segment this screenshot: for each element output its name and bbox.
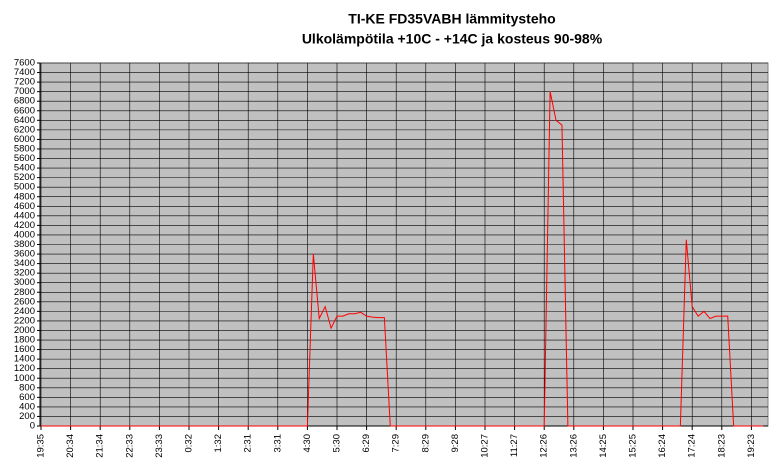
y-tick-label: 5000 bbox=[14, 182, 35, 193]
x-tick-label: 16:24 bbox=[657, 434, 668, 458]
chart-title: TI-KE FD35VABH lämmitysteho bbox=[348, 11, 555, 27]
y-tick-label: 3200 bbox=[14, 268, 35, 279]
y-tick-label: 6800 bbox=[14, 96, 35, 107]
y-tick-label: 7200 bbox=[14, 77, 35, 88]
x-tick-label: 10:27 bbox=[480, 434, 491, 458]
y-tick-label: 2000 bbox=[14, 325, 35, 336]
y-tick-label: 5200 bbox=[14, 172, 35, 183]
y-tick-label: 4200 bbox=[14, 220, 35, 231]
y-tick-label: 2800 bbox=[14, 287, 35, 298]
y-tick-label: 6400 bbox=[14, 115, 35, 126]
y-tick-label: 3000 bbox=[14, 277, 35, 288]
y-tick-label: 6200 bbox=[14, 124, 35, 135]
x-tick-label: 4:30 bbox=[302, 434, 313, 453]
y-tick-label: 6000 bbox=[14, 134, 35, 145]
y-tick-label: 2200 bbox=[14, 315, 35, 326]
y-tick-label: 4000 bbox=[14, 229, 35, 240]
x-tick-label: 12:26 bbox=[539, 434, 550, 458]
y-tick-label: 3400 bbox=[14, 258, 35, 269]
chart-subtitle: Ulkolämpötila +10C - +14C ja kosteus 90-… bbox=[302, 31, 603, 47]
y-tick-label: 2400 bbox=[14, 306, 35, 317]
x-tick-label: 1:32 bbox=[213, 434, 224, 453]
y-tick-label: 7400 bbox=[14, 67, 35, 78]
x-tick-label: 7:29 bbox=[391, 434, 402, 453]
x-tick-label: 2:31 bbox=[243, 434, 254, 453]
x-tick-label: 19:35 bbox=[36, 434, 47, 458]
y-tick-label: 4800 bbox=[14, 191, 35, 202]
x-tick-label: 5:30 bbox=[332, 434, 343, 453]
x-tick-label: 13:26 bbox=[568, 434, 579, 458]
x-tick-label: 21:34 bbox=[95, 434, 106, 458]
y-tick-label: 1600 bbox=[14, 344, 35, 355]
x-tick-label: 20:34 bbox=[65, 434, 76, 458]
y-tick-label: 0 bbox=[30, 421, 35, 432]
x-tick-label: 11:27 bbox=[509, 434, 520, 457]
y-tick-label: 1000 bbox=[14, 373, 35, 384]
x-tick-label: 14:25 bbox=[598, 434, 609, 458]
y-tick-label: 2600 bbox=[14, 296, 35, 307]
x-tick-label: 0:32 bbox=[184, 434, 195, 453]
y-tick-label: 7600 bbox=[14, 58, 35, 69]
y-tick-label: 1200 bbox=[14, 363, 35, 374]
y-tick-label: 1800 bbox=[14, 335, 35, 346]
y-tick-label: 5600 bbox=[14, 153, 35, 164]
x-tick-label: 6:29 bbox=[361, 434, 372, 453]
x-tick-label: 3:31 bbox=[272, 434, 283, 453]
y-tick-label: 5800 bbox=[14, 143, 35, 154]
y-tick-label: 7000 bbox=[14, 86, 35, 97]
x-tick-label: 18:23 bbox=[716, 434, 727, 458]
y-tick-label: 3800 bbox=[14, 239, 35, 250]
x-tick-label: 22:33 bbox=[124, 434, 135, 458]
y-tick-label: 3600 bbox=[14, 249, 35, 260]
x-tick-label: 17:24 bbox=[687, 434, 698, 458]
x-tick-label: 15:25 bbox=[628, 434, 639, 458]
y-tick-label: 800 bbox=[19, 382, 35, 393]
y-tick-label: 4400 bbox=[14, 210, 35, 221]
data-line bbox=[41, 91, 764, 427]
y-tick-label: 1400 bbox=[14, 354, 35, 365]
x-tick-label: 9:28 bbox=[450, 434, 461, 453]
y-tick-label: 600 bbox=[19, 392, 35, 403]
x-tick-label: 19:23 bbox=[746, 434, 757, 458]
x-tick-label: 23:33 bbox=[154, 434, 165, 458]
y-tick-label: 6600 bbox=[14, 105, 35, 116]
y-tick-label: 400 bbox=[19, 401, 35, 412]
y-tick-label: 200 bbox=[19, 411, 35, 422]
y-tick-label: 5400 bbox=[14, 163, 35, 174]
y-tick-label: 4600 bbox=[14, 201, 35, 212]
x-tick-label: 8:29 bbox=[420, 434, 431, 453]
